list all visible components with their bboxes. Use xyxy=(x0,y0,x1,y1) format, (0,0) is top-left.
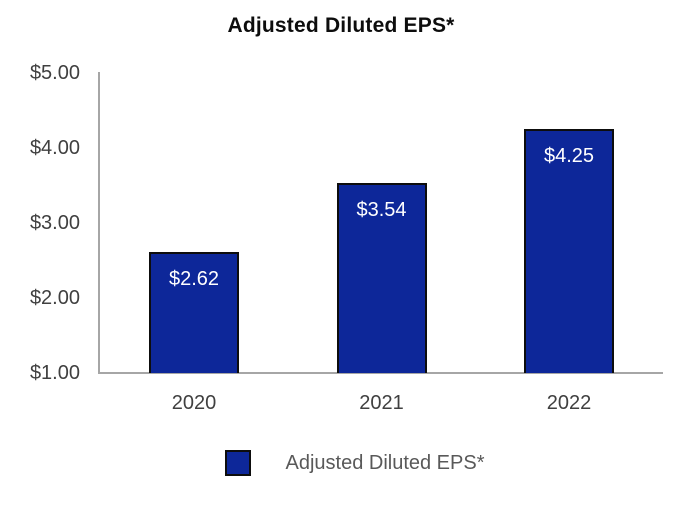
x-tick-label: 2022 xyxy=(546,392,592,414)
legend-label: Adjusted Diluted EPS* xyxy=(285,451,485,474)
bar-value-label: $4.25 xyxy=(543,145,595,168)
x-tick-label: 2020 xyxy=(171,392,217,414)
chart-title: Adjusted Diluted EPS* xyxy=(227,14,455,37)
x-axis-line xyxy=(98,372,663,374)
x-tick-label: 2021 xyxy=(359,392,404,414)
bar-value-label: $3.54 xyxy=(356,198,407,221)
y-tick-label: $4.00 xyxy=(29,137,80,159)
bar-2022: $4.25 xyxy=(524,129,614,373)
bar-2021: $3.54 xyxy=(336,182,427,373)
y-tick-label: $5.00 xyxy=(29,62,80,84)
y-tick-label: $3.00 xyxy=(29,212,80,234)
y-tick-label: $2.00 xyxy=(29,287,80,309)
y-axis-line xyxy=(98,72,100,374)
y-tick-label: $1.00 xyxy=(29,362,80,384)
legend: Adjusted Diluted EPS* xyxy=(14,450,682,476)
legend-swatch-icon xyxy=(225,450,252,476)
bar-value-label: $2.62 xyxy=(168,267,220,290)
bar-2020: $2.62 xyxy=(149,251,239,373)
